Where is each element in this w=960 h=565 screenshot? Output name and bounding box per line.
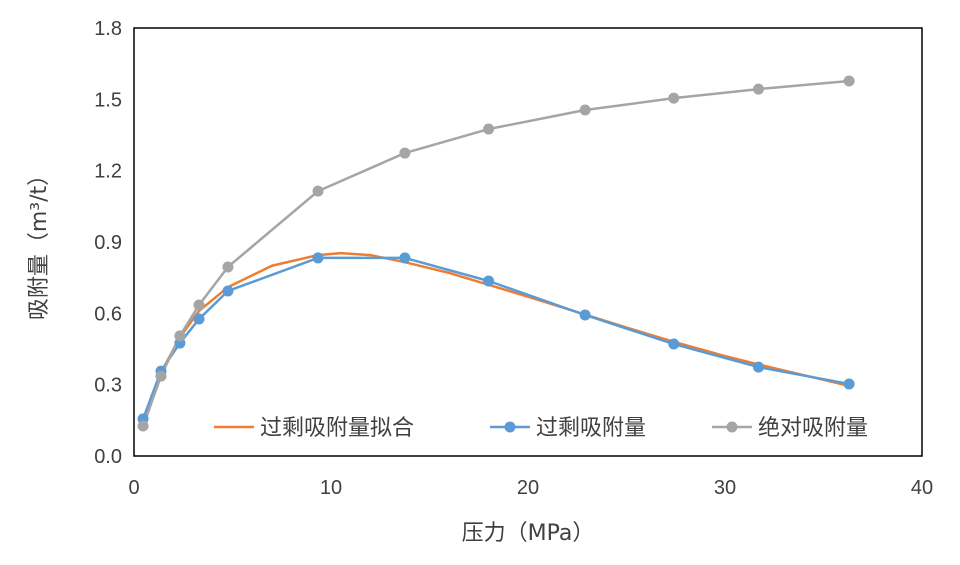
data-point: [843, 378, 855, 390]
legend-label: 绝对吸附量: [758, 416, 868, 441]
data-point: [222, 261, 234, 273]
data-point: [193, 313, 205, 325]
y-tick-label: 0.0: [94, 446, 122, 468]
x-tick-label: 10: [320, 477, 342, 499]
y-tick-label: 1.8: [94, 18, 122, 40]
data-point: [312, 252, 324, 264]
data-point: [483, 123, 495, 135]
x-axis-label: 压力（MPa）: [462, 521, 595, 546]
data-point: [155, 370, 167, 382]
data-point: [668, 338, 680, 350]
plot-area: [133, 27, 923, 457]
x-tick-label: 30: [714, 477, 736, 499]
data-point: [483, 275, 495, 287]
legend-marker: [504, 421, 516, 433]
legend-marker: [726, 421, 738, 433]
data-point: [312, 185, 324, 197]
data-point: [222, 285, 234, 297]
legend-label: 过剩吸附量拟合: [260, 416, 414, 441]
x-tick-label: 20: [517, 477, 539, 499]
data-point: [193, 299, 205, 311]
y-tick-label: 0.6: [94, 303, 122, 325]
y-tick-label: 0.3: [94, 375, 122, 397]
data-point: [668, 92, 680, 104]
data-point: [174, 330, 186, 342]
y-axis-label: 吸附量（m³/t）: [27, 164, 52, 320]
data-point: [579, 309, 591, 321]
data-point: [399, 147, 411, 159]
y-tick-label: 1.5: [94, 89, 122, 111]
data-point: [399, 252, 411, 264]
legend-label: 过剩吸附量: [536, 416, 646, 441]
data-point: [137, 420, 149, 432]
data-point: [752, 83, 764, 95]
x-tick-label: 40: [911, 477, 933, 499]
data-point: [843, 75, 855, 87]
y-tick-label: 1.2: [94, 161, 122, 183]
data-point: [752, 361, 764, 373]
y-tick-label: 0.9: [94, 232, 122, 254]
series-line: [141, 256, 850, 420]
x-tick-label: 0: [128, 477, 139, 499]
data-point: [579, 104, 591, 116]
